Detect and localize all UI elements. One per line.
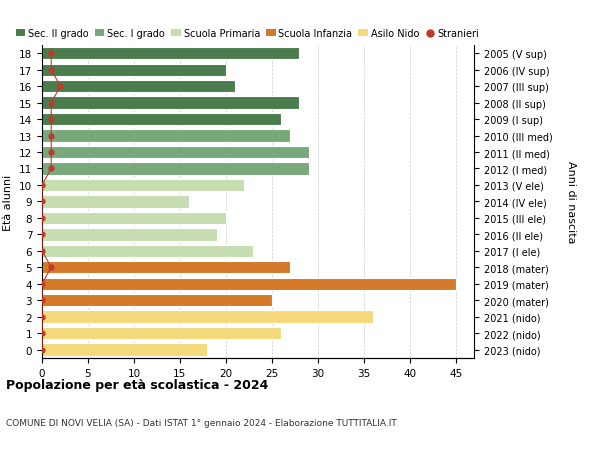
Bar: [42, 229, 217, 241]
Bar: [42, 114, 281, 126]
Legend: Sec. II grado, Sec. I grado, Scuola Primaria, Scuola Infanzia, Asilo Nido, Stran: Sec. II grado, Sec. I grado, Scuola Prim…: [12, 25, 484, 43]
Bar: [42, 196, 189, 208]
Bar: [42, 245, 253, 257]
Bar: [42, 163, 308, 175]
Text: Popolazione per età scolastica - 2024: Popolazione per età scolastica - 2024: [6, 379, 268, 392]
Bar: [42, 146, 308, 159]
Y-axis label: Anni di nascita: Anni di nascita: [566, 161, 577, 243]
Bar: [42, 311, 373, 323]
Bar: [42, 64, 226, 77]
Bar: [42, 48, 299, 60]
Text: COMUNE DI NOVI VELIA (SA) - Dati ISTAT 1° gennaio 2024 - Elaborazione TUTTITALIA: COMUNE DI NOVI VELIA (SA) - Dati ISTAT 1…: [6, 418, 397, 427]
Bar: [42, 97, 299, 110]
Bar: [42, 344, 208, 356]
Bar: [42, 262, 290, 274]
Y-axis label: Età alunni: Età alunni: [4, 174, 13, 230]
Bar: [42, 327, 281, 340]
Bar: [42, 212, 226, 224]
Bar: [42, 81, 235, 93]
Bar: [42, 294, 272, 307]
Bar: [42, 179, 244, 192]
Bar: [42, 278, 455, 290]
Bar: [42, 130, 290, 142]
